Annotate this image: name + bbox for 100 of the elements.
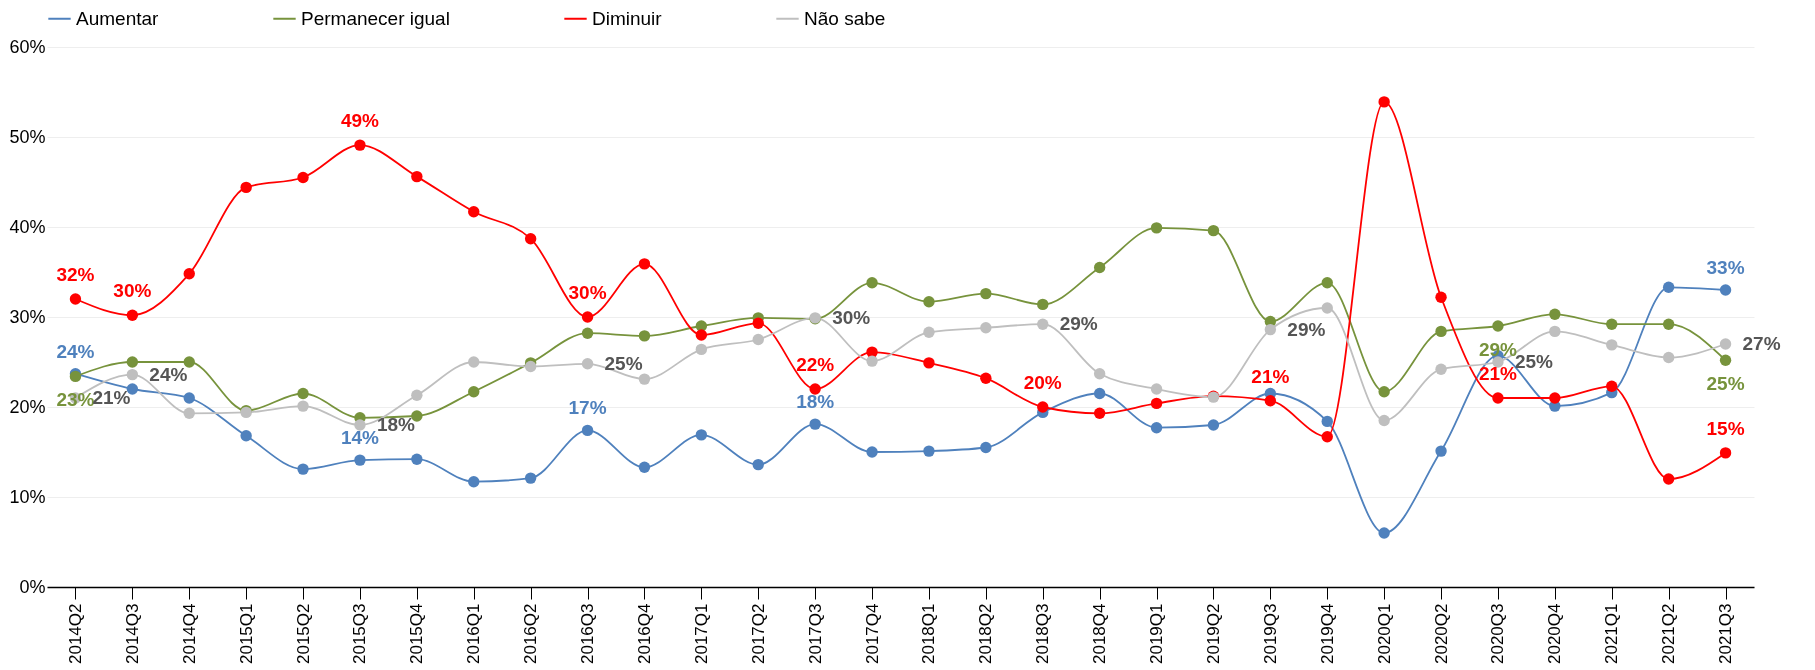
legend-label: Diminuir: [592, 7, 663, 29]
data-label: 20%: [1023, 372, 1062, 393]
point: [183, 392, 195, 404]
point: [1549, 392, 1561, 404]
point: [980, 322, 992, 334]
x-tick-label: 2018Q3: [1033, 603, 1053, 664]
point: [468, 356, 480, 368]
data-label: 24%: [56, 340, 95, 362]
point: [1719, 338, 1732, 350]
legend-label: Permanecer igual: [301, 7, 450, 29]
point: [752, 333, 764, 346]
x-tick-label: 2020Q1: [1374, 603, 1394, 664]
point: [183, 356, 195, 368]
point: [411, 389, 423, 401]
point: [1378, 527, 1390, 539]
data-label: 33%: [1706, 257, 1745, 278]
x-tick-label: 2014Q3: [122, 603, 142, 664]
x-tick-label: 2020Q4: [1545, 603, 1565, 664]
point: [809, 383, 821, 395]
point: [1378, 386, 1390, 398]
point: [1207, 224, 1220, 237]
point: [980, 372, 992, 384]
data-label: 30%: [568, 282, 607, 303]
point: [1492, 320, 1504, 332]
point: [183, 407, 195, 419]
point: [524, 472, 537, 484]
x-tick-label: 2014Q4: [179, 603, 199, 664]
point: [240, 181, 252, 194]
point: [1662, 473, 1675, 485]
point: [183, 268, 195, 280]
point: [1606, 318, 1618, 330]
data-label: 17%: [568, 397, 607, 419]
point: [1093, 407, 1106, 419]
point: [69, 293, 82, 305]
point: [638, 330, 651, 342]
point: [1662, 318, 1675, 330]
point: [1150, 383, 1163, 395]
x-tick-label: 2015Q2: [293, 603, 313, 664]
point: [923, 326, 935, 338]
point: [923, 445, 935, 457]
point: [866, 446, 878, 458]
point: [638, 258, 651, 270]
x-tick-label: 2016Q4: [634, 603, 654, 664]
point: [866, 355, 878, 367]
data-label: 15%: [1706, 417, 1745, 439]
point: [980, 441, 992, 454]
point: [1719, 447, 1732, 459]
point: [126, 309, 139, 321]
point: [1264, 395, 1277, 407]
data-label: 25%: [604, 352, 643, 374]
data-label: 23%: [56, 389, 95, 411]
data-label: 32%: [56, 264, 95, 285]
point: [1606, 380, 1618, 392]
point: [411, 453, 423, 465]
x-tick-label: 2018Q1: [919, 603, 939, 664]
point: [1662, 281, 1675, 293]
point: [980, 287, 992, 300]
point: [1321, 415, 1333, 428]
point: [1037, 318, 1049, 330]
point: [1207, 419, 1220, 431]
x-tick-label: 2016Q2: [521, 603, 541, 664]
x-tick-label: 2019Q2: [1203, 603, 1223, 664]
point: [240, 430, 252, 442]
point: [923, 357, 935, 369]
point: [1435, 445, 1447, 457]
legend-label: Aumentar: [76, 7, 160, 29]
point: [581, 311, 594, 323]
point: [468, 206, 480, 218]
point: [126, 356, 139, 368]
point: [411, 170, 423, 183]
data-label: 29%: [1059, 313, 1098, 335]
x-tick-label: 2021Q2: [1659, 603, 1679, 664]
x-tick-label: 2021Q1: [1602, 603, 1622, 664]
x-tick-label: 2020Q3: [1488, 603, 1508, 664]
point: [1719, 354, 1732, 366]
point: [809, 418, 821, 430]
x-tick-label: 2019Q4: [1317, 603, 1337, 664]
x-tick-label: 2018Q4: [1090, 603, 1110, 664]
point: [581, 358, 594, 370]
y-tick-label: 0%: [19, 576, 46, 597]
point: [581, 424, 594, 437]
data-label: 30%: [832, 306, 871, 328]
data-label: 24%: [149, 363, 188, 385]
point: [354, 139, 366, 151]
point: [1492, 392, 1504, 404]
y-tick-label: 20%: [9, 396, 46, 417]
point: [354, 454, 366, 466]
data-label: 18%: [796, 391, 835, 413]
point: [1435, 325, 1447, 338]
point: [1378, 414, 1390, 427]
point: [1549, 325, 1561, 338]
x-tick-label: 2015Q4: [407, 603, 427, 664]
x-tick-label: 2019Q1: [1147, 603, 1167, 664]
data-label: 29%: [1287, 318, 1326, 340]
point: [297, 400, 309, 412]
point: [297, 387, 309, 400]
point: [1378, 96, 1390, 108]
point: [695, 329, 708, 341]
point: [1719, 284, 1732, 296]
data-label: 30%: [113, 280, 152, 302]
